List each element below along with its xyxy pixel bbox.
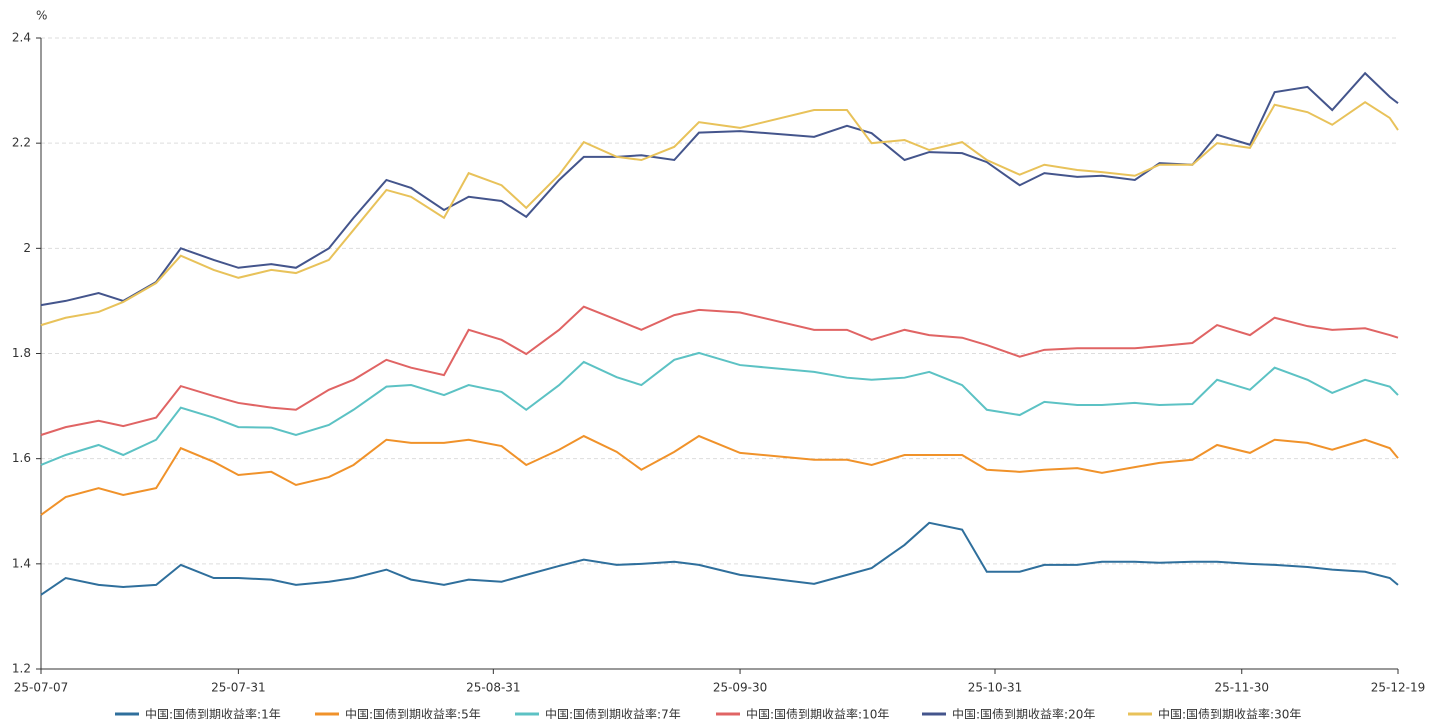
y-axis-label: % [36,9,47,23]
series-line [40,71,1399,307]
x-tick-label: 25-12-19 [1371,681,1425,695]
y-tick-label: 1.8 [12,346,31,360]
series-line [40,305,1399,436]
y-tick-label: 2.2 [12,136,31,150]
series-line [40,434,1399,516]
series-line [40,100,1399,327]
y-tick-label: 2 [23,241,31,255]
legend-label: 中国:国债到期收益率:1年 [145,707,281,719]
y-tick-label: 1.2 [12,662,31,676]
y-tick-label: 2.4 [12,31,31,45]
x-tick-label: 25-10-31 [968,681,1022,695]
y-tick-label: 1.6 [12,451,31,465]
x-tick-label: 25-11-30 [1215,681,1269,695]
legend-label: 中国:国债到期收益率:30年 [1158,707,1301,719]
legend-label: 中国:国债到期收益率:10年 [746,707,889,719]
x-tick-label: 25-07-07 [14,681,68,695]
x-tick-label: 25-08-31 [466,681,520,695]
legend-label: 中国:国债到期收益率:7年 [545,707,681,719]
y-tick-label: 1.4 [12,556,31,570]
x-tick-label: 25-07-31 [211,681,265,695]
legend-label: 中国:国债到期收益率:20年 [952,707,1095,719]
x-tick-label: 25-09-30 [713,681,767,695]
legend-label: 中国:国债到期收益率:5年 [345,707,481,719]
series-line [40,351,1399,466]
series-line [40,521,1399,596]
